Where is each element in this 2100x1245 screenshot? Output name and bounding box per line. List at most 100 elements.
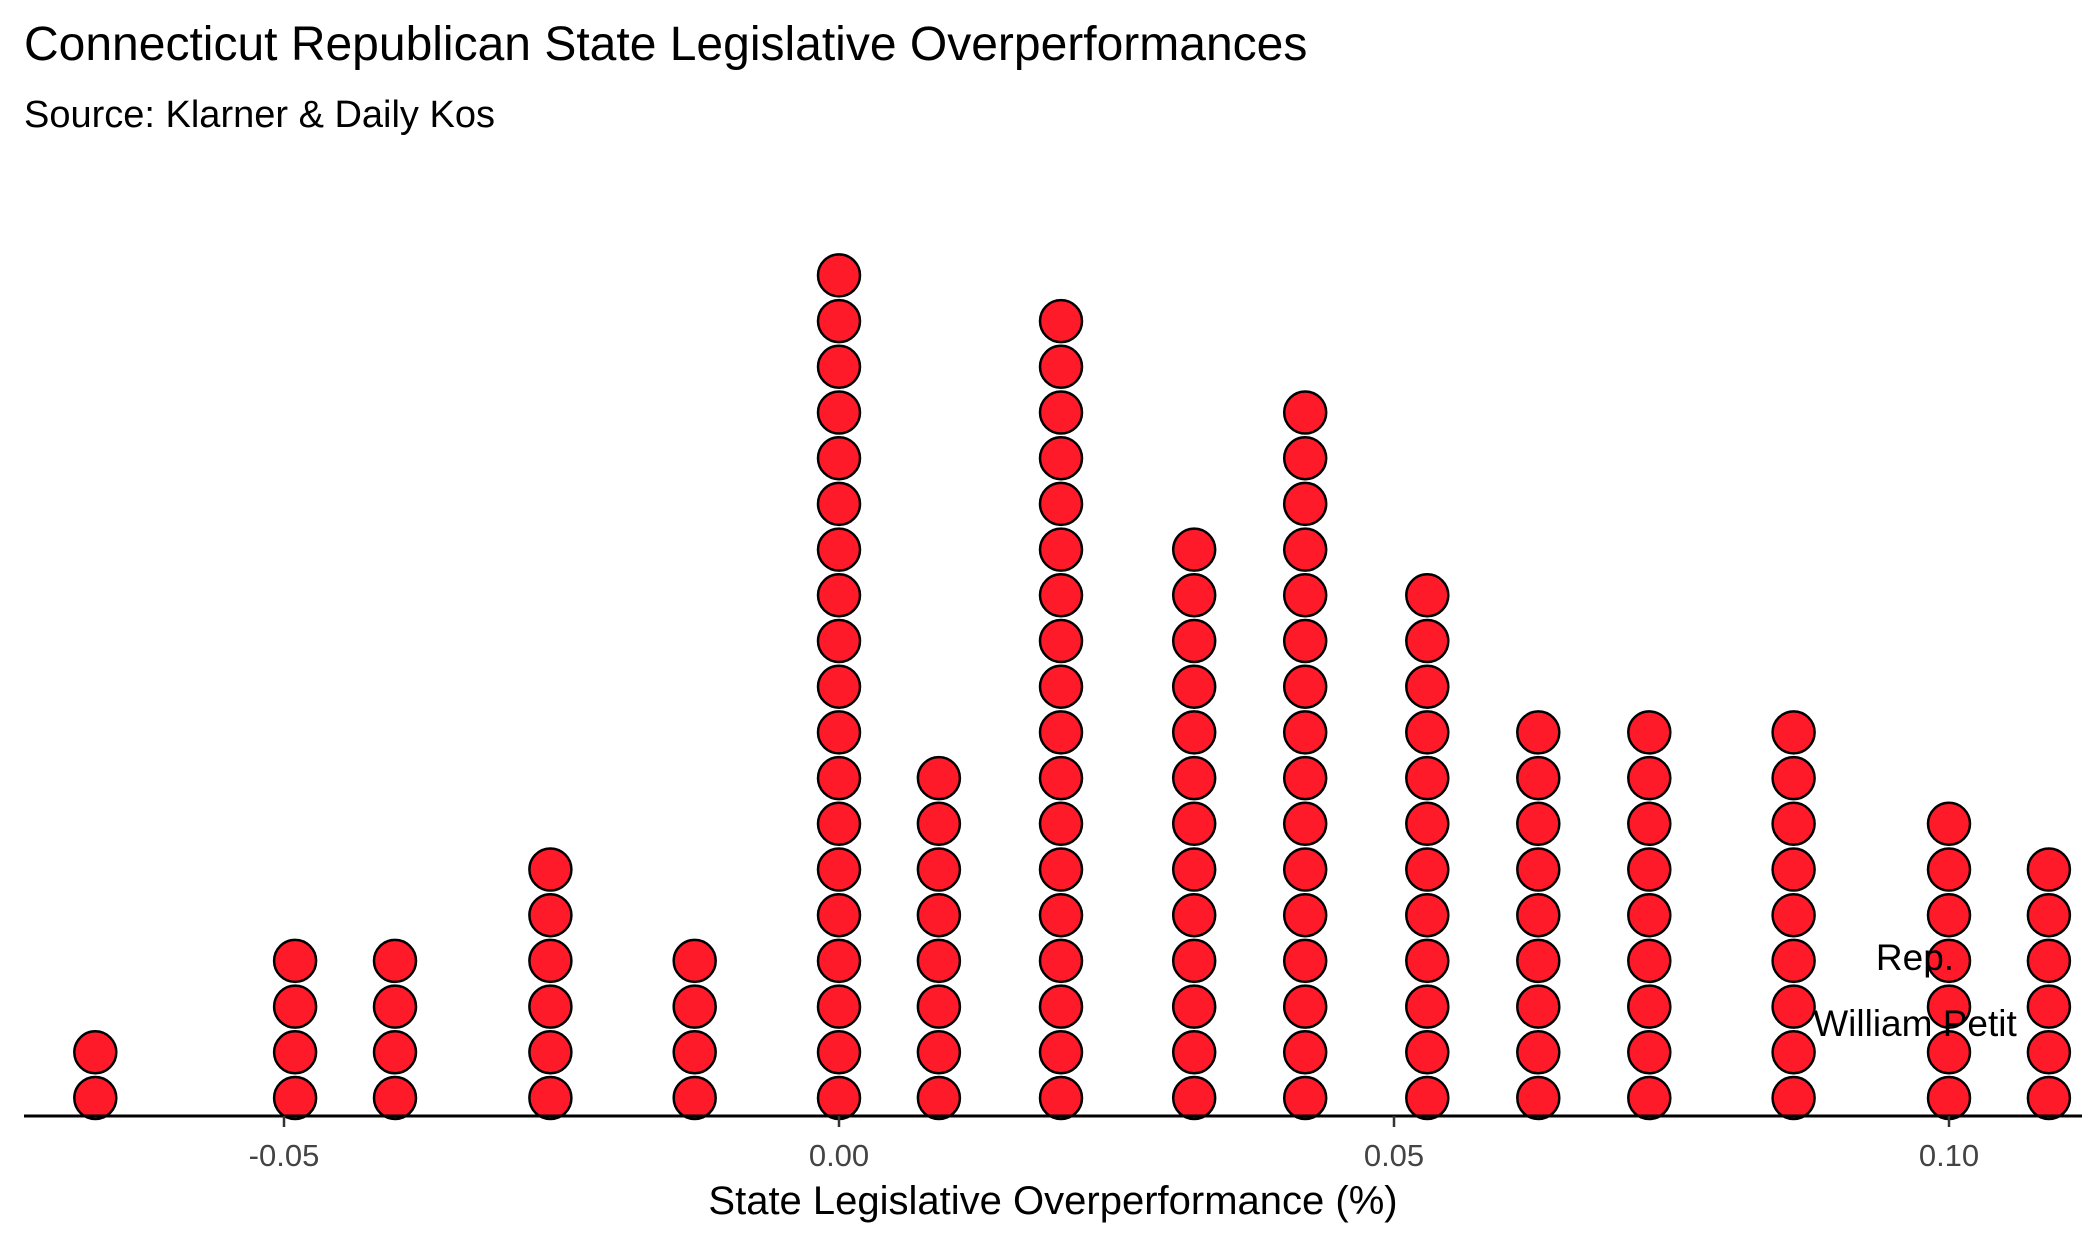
- dot: [1405, 938, 1450, 984]
- dot: [1171, 755, 1217, 801]
- dot: [1627, 892, 1672, 938]
- dot: [73, 1075, 118, 1121]
- dot: [1282, 755, 1328, 801]
- dot: [1171, 1075, 1217, 1121]
- dot-layer: [73, 253, 2072, 1121]
- dot: [1771, 801, 1816, 847]
- dot: [272, 1075, 318, 1121]
- dot: [1171, 847, 1217, 892]
- dot: [816, 573, 862, 618]
- dot: [272, 938, 318, 984]
- dot: [1627, 984, 1672, 1029]
- dot: [1771, 1075, 1816, 1121]
- dot: [1282, 1030, 1328, 1075]
- dot: [1171, 892, 1217, 938]
- dot: [1282, 1075, 1328, 1121]
- dot: [1771, 892, 1816, 938]
- dot: [1926, 984, 1972, 1029]
- dot: [1038, 801, 1084, 847]
- dot: [1926, 1030, 1972, 1075]
- dot: [1405, 892, 1450, 938]
- dot: [1282, 435, 1328, 481]
- dot: [1926, 801, 1972, 847]
- dot: [2026, 892, 2072, 938]
- dot: [1771, 847, 1816, 892]
- dot: [1516, 755, 1561, 801]
- dot: [1171, 1030, 1217, 1075]
- dot: [73, 1030, 118, 1075]
- dot: [916, 1075, 962, 1121]
- x-tick-label: -0.05: [249, 1138, 320, 1173]
- dot: [816, 435, 862, 481]
- dot: [1771, 984, 1816, 1029]
- dot: [1516, 938, 1561, 984]
- dot: [816, 618, 862, 664]
- dot: [1038, 527, 1084, 572]
- dot: [916, 755, 962, 801]
- dot: [272, 1030, 318, 1075]
- dot: [816, 527, 862, 572]
- dot: [1171, 618, 1217, 664]
- dot: [1171, 710, 1217, 755]
- dot: [1405, 710, 1450, 755]
- dot: [528, 1030, 573, 1075]
- dot: [372, 984, 418, 1029]
- dot: [816, 755, 862, 801]
- dot: [1282, 573, 1328, 618]
- dot: [1516, 984, 1561, 1029]
- dot: [2026, 1030, 2072, 1075]
- dot: [1038, 1075, 1084, 1121]
- dot: [1038, 481, 1084, 527]
- dot: [1405, 801, 1450, 847]
- dot: [1038, 390, 1084, 435]
- dot: [1405, 1030, 1450, 1075]
- dot: [672, 984, 717, 1029]
- chart-subtitle: Source: Klarner & Daily Kos: [24, 94, 495, 136]
- dot: [816, 481, 862, 527]
- dot: [1516, 892, 1561, 938]
- dot: [672, 938, 717, 984]
- dot: [1405, 984, 1450, 1029]
- dot: [372, 1030, 418, 1075]
- dot: [1282, 847, 1328, 892]
- dot: [1038, 664, 1084, 709]
- dot: [1405, 618, 1450, 664]
- dot: [1282, 664, 1328, 709]
- dot: [1405, 847, 1450, 892]
- dot: [1038, 298, 1084, 344]
- dot: [1926, 847, 1972, 892]
- dot: [1516, 801, 1561, 847]
- dot: [2026, 938, 2072, 984]
- dot: [1282, 481, 1328, 527]
- dot: [1627, 755, 1672, 801]
- dot: [816, 984, 862, 1029]
- dot: [1405, 1075, 1450, 1121]
- dot: [1516, 1075, 1561, 1121]
- dot: [916, 1030, 962, 1075]
- dot: [528, 847, 573, 892]
- dot: [1627, 938, 1672, 984]
- dot: [1405, 573, 1450, 618]
- dot: [1282, 938, 1328, 984]
- dot: [816, 253, 862, 298]
- dot: [1926, 1075, 1972, 1121]
- dot: [1627, 1075, 1672, 1121]
- annotation-line-1: Rep.: [1876, 937, 1954, 978]
- dot: [528, 1075, 573, 1121]
- dot: [916, 938, 962, 984]
- dot: [916, 801, 962, 847]
- dot: [816, 801, 862, 847]
- dot: [1282, 801, 1328, 847]
- dot: [816, 1030, 862, 1075]
- dot: [816, 390, 862, 435]
- dot: [1771, 938, 1816, 984]
- x-tick-label: 0.00: [809, 1138, 869, 1173]
- annotation-line-2: William Petit: [1813, 1003, 2017, 1044]
- dot: [816, 938, 862, 984]
- dot: [816, 892, 862, 938]
- dot: [1171, 664, 1217, 709]
- x-tick-label: 0.05: [1364, 1138, 1424, 1173]
- dot: [1171, 801, 1217, 847]
- dot: [1771, 1030, 1816, 1075]
